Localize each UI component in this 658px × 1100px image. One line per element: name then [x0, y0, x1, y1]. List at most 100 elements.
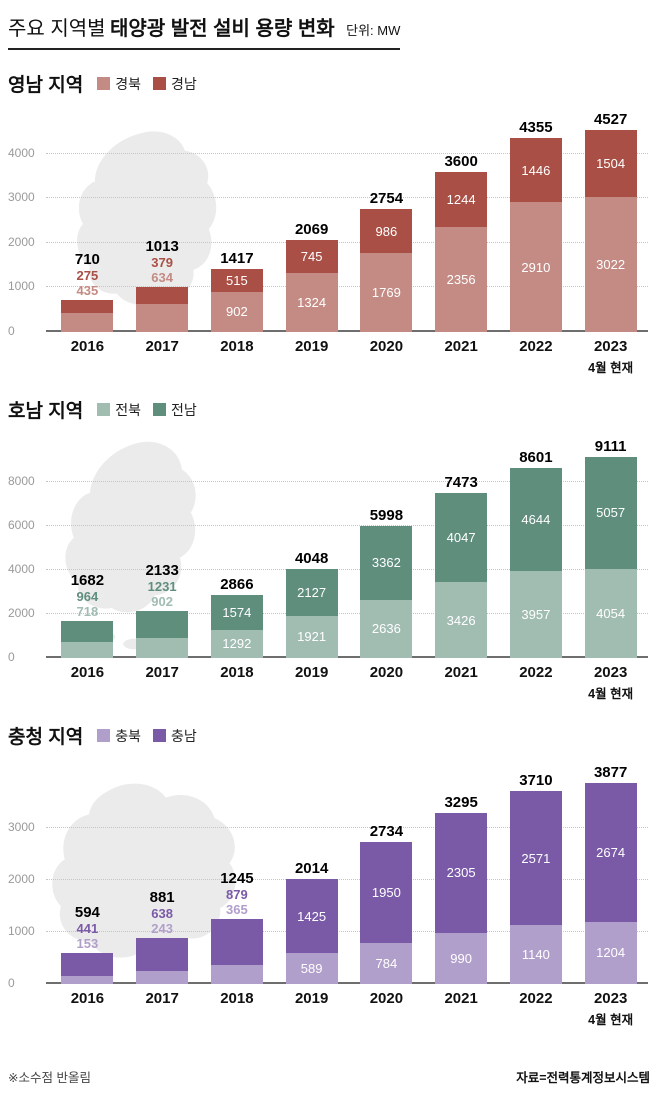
- bar-segment-top: 986: [360, 209, 413, 254]
- y-tick-label: 1000: [8, 924, 35, 939]
- bar-labels: 4048: [295, 550, 328, 567]
- segment-value-label: 638: [151, 906, 173, 922]
- bar-column: 2674 1204 3877: [573, 753, 648, 985]
- bar-column: 5057 4054 9111: [573, 427, 648, 659]
- segment-value-label: 902: [151, 593, 173, 609]
- x-tick-note: 4월 현재: [588, 1013, 634, 1027]
- bar-total-label: 8601: [519, 449, 553, 467]
- segment-value-label: 515: [226, 272, 248, 288]
- x-tick-year: 2021: [444, 990, 478, 1007]
- segment-value-label: 365: [226, 902, 248, 918]
- bar-total-label: 3295: [444, 794, 478, 811]
- x-tick-label: 2022: [499, 338, 574, 376]
- bar-stack: 2674 1204: [584, 782, 637, 984]
- legend-label: 경남: [170, 75, 197, 92]
- x-tick-year: 2022: [519, 664, 553, 681]
- legend-label: 전남: [170, 401, 197, 418]
- bar-labels: 594 441 153: [75, 904, 100, 951]
- segment-value-label: 2305: [446, 865, 476, 881]
- bar-segment-bottom: 589: [285, 953, 338, 984]
- segment-value-label: 718: [76, 603, 99, 619]
- gridline: [46, 241, 648, 243]
- title-main: 태양광 발전 설비 용량 변화: [110, 18, 335, 40]
- bar-stack: [210, 919, 263, 984]
- bar-stack: 4644 3957: [509, 468, 562, 658]
- x-tick-label: 2019: [274, 990, 349, 1028]
- bar-segment-bottom: 3426: [435, 582, 488, 658]
- section-title: 호남 지역: [8, 401, 84, 422]
- segment-value-label: 1425: [297, 908, 327, 924]
- bar-stack: 515 902: [210, 268, 263, 332]
- bar-total-label: 4355: [519, 118, 553, 136]
- bar-segment-bottom: [61, 976, 114, 984]
- yeongnam-section-head: 영남 지역 경북 경남: [8, 70, 650, 97]
- bar-segment-bottom: 3957: [509, 570, 562, 658]
- gridline: [46, 568, 648, 570]
- x-tick-year: 2023: [593, 338, 628, 355]
- bar-total-label: 2014: [294, 860, 329, 878]
- bar-segment-top: 5057: [584, 457, 637, 569]
- x-tick-label: 2022: [499, 990, 574, 1028]
- segment-value-label: 2127: [297, 584, 327, 600]
- bar-stack: [61, 300, 114, 332]
- segment-value-label: 1231: [147, 578, 177, 594]
- y-tick-label: 4000: [8, 561, 35, 576]
- bar-segment-bottom: 1769: [360, 253, 413, 332]
- yeongnam-chart-section: 영남 지역 경북 경남 710 275 435 1013 379 634 515 902 141…: [0, 70, 658, 376]
- x-tick-year: 2020: [369, 990, 404, 1007]
- bar-segment-bottom: 4054: [584, 568, 637, 658]
- x-tick-year: 2023: [593, 664, 628, 681]
- bar-total-label: 3600: [444, 152, 478, 170]
- legend-swatch: [152, 403, 166, 416]
- x-tick-label: 2016: [50, 990, 125, 1028]
- segment-value-label: 745: [300, 248, 323, 264]
- bar-stack: [61, 953, 114, 984]
- x-axis-baseline: [46, 982, 648, 984]
- segment-value-label: 3426: [446, 612, 476, 628]
- bar-labels: 1013 379 634: [145, 238, 178, 285]
- y-tick-label: 2000: [8, 872, 35, 887]
- bar-segment-top: [61, 953, 114, 977]
- title-prefix: 주요 지역별: [8, 18, 106, 40]
- x-tick-label: 2023 4월 현재: [573, 990, 648, 1028]
- bars-container: 594 441 153 881 638 243 1245 879 365 1425 589 2014 1…: [50, 753, 648, 985]
- x-tick-year: 2023: [593, 990, 628, 1007]
- bar-segment-top: 2674: [584, 782, 637, 922]
- segment-value-label: 243: [151, 921, 173, 937]
- x-tick-label: 2018: [200, 990, 275, 1028]
- bar-segment-bottom: 1140: [509, 924, 562, 984]
- legend-label: 전북: [115, 401, 141, 418]
- legend-item: 경남: [152, 74, 197, 94]
- bar-total-label: 3710: [519, 772, 553, 790]
- bar-labels: 2734: [370, 823, 403, 840]
- y-tick-label: 0: [8, 976, 15, 990]
- x-tick-year: 2022: [519, 338, 553, 355]
- bar-column: 1244 2356 3600: [424, 101, 499, 333]
- x-axis-baseline: [46, 330, 648, 332]
- bar-total-label: 1682: [70, 571, 105, 589]
- segment-value-label: 634: [151, 269, 173, 285]
- bar-stack: 986 1769: [360, 209, 413, 332]
- bar-stack: 1950 784: [360, 842, 413, 984]
- legend-swatch: [152, 77, 166, 90]
- bar-column: 1013 379 634: [125, 101, 200, 333]
- bar-column: 1574 1292 2866: [200, 427, 275, 659]
- x-tick-label: 2016: [50, 664, 125, 702]
- bar-segment-bottom: [136, 638, 189, 658]
- segment-value-label: 5057: [596, 505, 626, 521]
- x-tick-year: 2018: [220, 664, 254, 681]
- bar-segment-bottom: 2636: [360, 599, 413, 658]
- bar-total-label: 7473: [444, 474, 478, 492]
- bar-column: 1504 3022 4527: [573, 101, 648, 333]
- gridline: [46, 879, 648, 881]
- bar-labels: 3710: [519, 772, 552, 789]
- x-axis-labels: 2016 2017 2018 2019 2020 2021 2022 2023 4월 현재: [50, 338, 648, 376]
- x-tick-year: 2016: [70, 664, 105, 681]
- bar-stack: 4047 3426: [435, 493, 488, 658]
- bar-segment-bottom: 902: [210, 291, 263, 332]
- x-tick-label: 2020: [349, 990, 424, 1028]
- bar-total-label: 594: [74, 904, 100, 922]
- segment-value-label: 1244: [446, 191, 476, 207]
- legend-label: 충남: [170, 727, 197, 744]
